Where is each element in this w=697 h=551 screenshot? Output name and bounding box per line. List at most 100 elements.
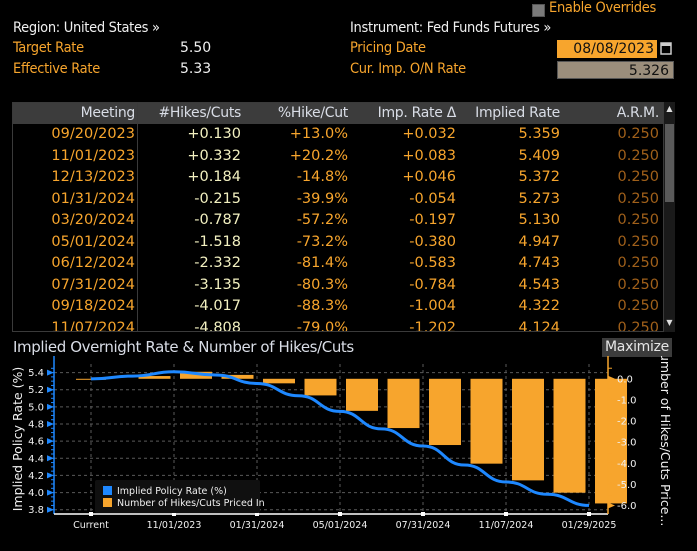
cur-imp-rate-label: Cur. Imp. O/N Rate — [350, 61, 466, 77]
cell-meeting: 06/12/2024 — [13, 253, 138, 275]
implied-rate-line — [90, 370, 590, 507]
bar — [180, 371, 212, 379]
x-tick-label: 11/01/2023 — [147, 520, 202, 531]
cell-pct-hike-cut: -88.3% — [296, 298, 348, 314]
left-tick-label: 4.2 — [28, 471, 44, 482]
x-tick-marker — [421, 512, 425, 516]
cell-pct-hike-cut: -57.2% — [296, 212, 348, 228]
left-tick-label: 5.0 — [28, 402, 44, 413]
cell-implied-rate: 5.359 — [518, 126, 560, 142]
col-header-meeting[interactable]: Meeting — [13, 103, 138, 124]
table-row[interactable]: 11/01/2023 +0.332 +20.2% +0.083 5.409 0.250 — [13, 145, 663, 167]
bar — [263, 378, 295, 384]
cell-arm: 0.250 — [617, 233, 659, 250]
col-header-hikes-cuts[interactable]: #Hikes/Cuts — [158, 105, 241, 121]
x-tick-marker — [172, 512, 176, 516]
cell-hikes-cuts: -3.135 — [194, 276, 241, 293]
cell-imp-rate-delta: +0.046 — [402, 169, 456, 185]
table-row[interactable]: 05/01/2024 -1.518 -73.2% -0.380 4.947 0.250 — [13, 231, 663, 253]
table-row[interactable]: 03/20/2024 -0.787 -57.2% -0.197 5.130 0.250 — [13, 210, 663, 232]
cell-arm: 0.250 — [617, 126, 659, 142]
right-tick-label: -6.0 — [617, 501, 637, 512]
cell-hikes-cuts: +0.332 — [187, 147, 241, 164]
left-tick-label: 4.8 — [28, 420, 44, 431]
col-header-arm[interactable]: A.R.M. — [616, 105, 660, 121]
instrument-selector[interactable]: Instrument: Fed Funds Futures » — [350, 20, 551, 36]
table-row[interactable]: 06/12/2024 -2.332 -81.4% -0.583 4.743 0.250 — [13, 253, 663, 275]
cell-implied-rate: 5.130 — [518, 212, 560, 228]
bar — [138, 376, 171, 379]
left-axis-title: Implied Policy Rate (%) — [10, 367, 25, 512]
cell-implied-rate: 4.124 — [518, 319, 560, 332]
legend-label-hikes: Number of Hikes/Cuts Priced In — [117, 498, 265, 509]
calendar-icon[interactable] — [660, 41, 672, 55]
cell-implied-rate: 5.273 — [518, 190, 560, 207]
cell-implied-rate: 4.543 — [518, 276, 560, 293]
scroll-down-arrow-icon[interactable]: ▼ — [666, 318, 673, 327]
cell-hikes-cuts: -1.518 — [194, 233, 241, 250]
chart-grid — [54, 364, 608, 514]
chart-legend: Implied Policy Rate (%) Number of Hikes/… — [95, 480, 265, 513]
table-row[interactable]: 07/31/2024 -3.135 -80.3% -0.784 4.543 0.250 — [13, 274, 663, 296]
rate-chart: 5.4 5.2 5.0 4.8 4.6 4.4 4.2 4.0 3.8 0.0 -1.0 -2.0 -3… — [10, 356, 673, 531]
pricing-date-label: Pricing Date — [350, 40, 426, 56]
left-tick-marker — [47, 506, 54, 513]
cell-meeting: 03/20/2024 — [13, 210, 138, 232]
table-row[interactable]: 01/31/2024 -0.215 -39.9% -0.054 5.273 0.250 — [13, 188, 663, 210]
col-header-implied-rate[interactable]: Implied Rate — [475, 105, 560, 121]
cell-pct-hike-cut: +20.2% — [289, 147, 348, 164]
col-header-pct-hike-cut[interactable]: %Hike/Cut — [277, 105, 348, 121]
cell-hikes-cuts: -4.017 — [194, 298, 241, 314]
right-tick-label: -2.0 — [617, 417, 637, 428]
cell-arm: 0.250 — [617, 212, 659, 228]
cell-hikes-cuts: -4.808 — [194, 319, 241, 332]
right-tick-label: 0.0 — [617, 374, 633, 385]
scroll-up-arrow-icon[interactable]: ▲ — [666, 104, 673, 113]
cell-imp-rate-delta: -0.197 — [409, 212, 456, 228]
cell-hikes-cuts: -0.787 — [194, 212, 241, 228]
left-tick-marker — [47, 472, 54, 479]
col-header-imp-rate-delta[interactable]: Imp. Rate Δ — [377, 105, 457, 121]
maximize-button[interactable]: Maximize — [602, 338, 672, 357]
cell-arm: 0.250 — [617, 276, 659, 293]
cell-hikes-cuts: +0.184 — [187, 169, 241, 185]
x-tick-marker — [587, 512, 591, 516]
right-axis-title: Number of Hikes/Cuts Price... — [658, 356, 673, 526]
bar — [221, 374, 254, 379]
enable-overrides-checkbox[interactable] — [532, 4, 545, 17]
cell-pct-hike-cut: -73.2% — [296, 233, 348, 250]
cell-meeting: 11/07/2024 — [13, 317, 138, 331]
left-tick-marker — [47, 369, 54, 376]
cell-implied-rate: 5.409 — [518, 147, 560, 164]
legend-swatch-hikes — [103, 498, 112, 507]
left-tick-label: 4.4 — [28, 454, 44, 465]
cell-arm: 0.250 — [617, 190, 659, 207]
table-row[interactable]: 11/07/2024 -4.808 -79.0% -1.202 4.124 0.250 — [13, 317, 663, 332]
left-tick-marker — [47, 386, 54, 393]
right-tick-label: -1.0 — [617, 395, 637, 406]
left-tick-marker — [47, 489, 54, 496]
cell-imp-rate-delta: -1.004 — [409, 298, 456, 314]
legend-swatch-rate — [103, 486, 112, 495]
cell-imp-rate-delta: -0.380 — [409, 233, 456, 250]
table-row[interactable]: 09/18/2024 -4.017 -88.3% -1.004 4.322 0.250 — [13, 296, 663, 318]
cur-imp-rate-input[interactable]: 5.326 — [557, 61, 674, 79]
cell-pct-hike-cut: +13.0% — [289, 126, 348, 142]
chart-title: Implied Overnight Rate & Number of Hikes… — [13, 338, 354, 356]
cell-pct-hike-cut: -80.3% — [296, 276, 348, 293]
table-scrollbar[interactable] — [664, 102, 675, 332]
table-row[interactable]: 12/13/2023 +0.184 -14.8% +0.046 5.372 0.250 — [13, 167, 663, 189]
cell-meeting: 12/13/2023 — [13, 167, 138, 189]
pricing-date-input[interactable]: 08/08/2023 — [557, 40, 657, 58]
cell-imp-rate-delta: -0.054 — [409, 190, 456, 207]
x-tick-label: 01/29/2025 — [562, 520, 617, 531]
enable-overrides-label[interactable]: Enable Overrides — [549, 0, 656, 16]
cell-meeting: 11/01/2023 — [13, 145, 138, 167]
bar — [346, 378, 378, 411]
scrollbar-thumb[interactable] — [665, 124, 674, 202]
region-selector[interactable]: Region: United States » — [13, 20, 160, 36]
x-tick-marker — [89, 512, 93, 516]
left-tick-marker — [47, 455, 54, 462]
cell-meeting: 01/31/2024 — [13, 188, 138, 210]
table-row[interactable]: 09/20/2023 +0.130 +13.0% +0.032 5.359 0.250 — [13, 124, 663, 146]
